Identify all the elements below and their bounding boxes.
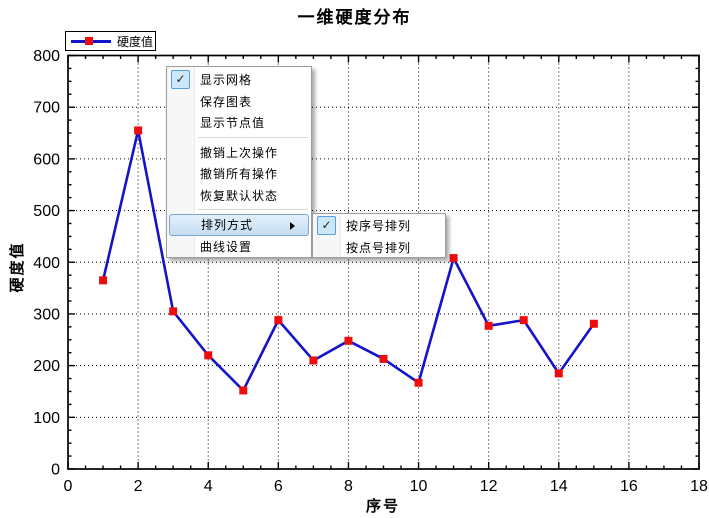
submenu-item-sort-by-serial[interactable]: ✓ 按序号排列: [313, 215, 445, 237]
data-point-marker[interactable]: [169, 307, 178, 316]
data-point-marker[interactable]: [239, 386, 248, 395]
svg-text:16: 16: [620, 478, 638, 495]
data-point-marker[interactable]: [379, 354, 388, 363]
svg-text:18: 18: [690, 478, 708, 495]
menu-item-show-node-values[interactable]: 显示节点值: [200, 116, 266, 131]
context-submenu: ✓ 按序号排列 按点号排列: [312, 213, 446, 258]
svg-text:400: 400: [33, 255, 60, 272]
submenu-item-sort-by-point[interactable]: 按点号排列: [346, 240, 412, 255]
data-point-marker[interactable]: [134, 126, 143, 135]
data-point-marker[interactable]: [554, 369, 563, 378]
data-point-marker[interactable]: [274, 316, 283, 325]
y-axis-label: 硬度值: [9, 241, 26, 293]
svg-text:10: 10: [410, 478, 428, 495]
context-menu: ✓ 显示网格 保存图表 显示节点值 撤销上次操作 撤销所有操作 恢复默认状态: [166, 66, 312, 258]
menu-item-curve-settings[interactable]: 曲线设置: [200, 239, 253, 254]
menu-item-restore-default[interactable]: 恢复默认状态: [200, 188, 279, 203]
legend-label: 硬度值: [117, 34, 154, 49]
data-point-marker[interactable]: [414, 378, 423, 387]
menu-item-save-chart[interactable]: 保存图表: [200, 94, 253, 109]
data-point-marker[interactable]: [589, 319, 598, 328]
svg-text:2: 2: [134, 478, 143, 495]
checkmark-icon: ✓: [171, 70, 190, 90]
svg-text:800: 800: [33, 48, 60, 65]
svg-text:6: 6: [274, 478, 283, 495]
svg-text:4: 4: [204, 478, 213, 495]
data-point-marker[interactable]: [99, 276, 108, 285]
menu-item-undo-all[interactable]: 撤销所有操作: [200, 167, 279, 182]
legend-marker-sample: [85, 37, 93, 45]
checkmark-icon: ✓: [317, 216, 336, 236]
svg-text:0: 0: [51, 462, 60, 479]
submenu-arrow-icon: [290, 221, 295, 230]
svg-text:300: 300: [33, 306, 60, 323]
legend: 硬度值: [65, 31, 156, 51]
menu-separator: [198, 136, 308, 138]
data-point-marker[interactable]: [519, 316, 528, 325]
data-point-marker[interactable]: [449, 254, 458, 263]
svg-text:12: 12: [480, 478, 498, 495]
svg-text:14: 14: [550, 478, 568, 495]
svg-text:0: 0: [64, 478, 73, 495]
svg-text:600: 600: [33, 151, 60, 168]
chart-title: 一维硬度分布: [297, 8, 412, 27]
svg-text:500: 500: [33, 203, 60, 220]
menu-item-sort-mode[interactable]: 排列方式: [169, 214, 309, 236]
data-point-marker[interactable]: [484, 321, 493, 330]
menu-item-undo-last[interactable]: 撤销上次操作: [200, 145, 279, 160]
menu-separator: [198, 209, 308, 210]
legend-line-marker-icon: [71, 32, 111, 50]
svg-text:200: 200: [33, 358, 60, 375]
data-point-marker[interactable]: [344, 336, 353, 345]
svg-text:700: 700: [33, 100, 60, 117]
data-point-marker[interactable]: [309, 356, 318, 365]
x-axis-label: 序号: [365, 498, 400, 515]
svg-text:100: 100: [33, 410, 60, 427]
menu-item-show-grid[interactable]: ✓ 显示网格: [167, 69, 311, 91]
svg-text:8: 8: [344, 478, 353, 495]
data-point-marker[interactable]: [204, 351, 213, 360]
